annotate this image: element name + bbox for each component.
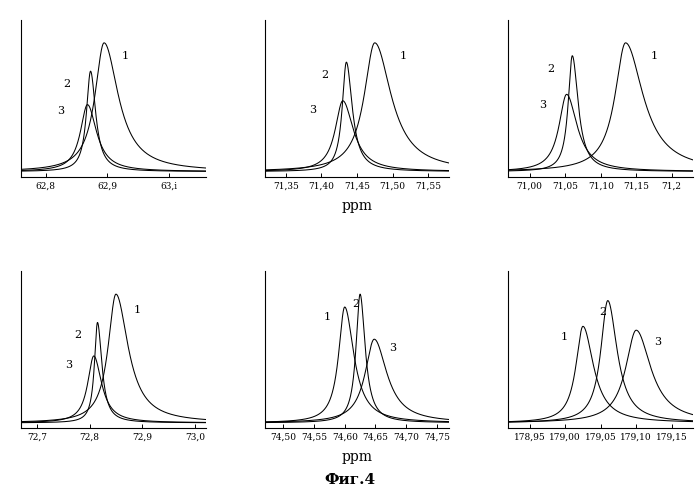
Text: 1: 1 (650, 51, 657, 61)
Text: 2: 2 (599, 307, 606, 317)
Text: 2: 2 (64, 79, 71, 89)
Text: 1: 1 (122, 51, 130, 61)
Text: 1: 1 (400, 51, 407, 61)
Text: 2: 2 (74, 330, 81, 340)
Text: 1: 1 (560, 332, 567, 341)
Text: 2: 2 (547, 63, 554, 74)
Text: 3: 3 (654, 337, 661, 347)
Text: 1: 1 (134, 305, 141, 314)
Text: 3: 3 (57, 106, 64, 116)
Text: 3: 3 (65, 360, 72, 370)
Text: 2: 2 (352, 300, 359, 309)
Text: 1: 1 (324, 312, 331, 322)
Text: 3: 3 (389, 343, 396, 353)
X-axis label: ppm: ppm (342, 199, 372, 213)
X-axis label: ppm: ppm (342, 450, 372, 464)
Text: 3: 3 (309, 105, 316, 115)
Text: Фиг.4: Фиг.4 (324, 473, 376, 487)
Text: 3: 3 (539, 100, 546, 110)
Text: 2: 2 (321, 70, 328, 80)
